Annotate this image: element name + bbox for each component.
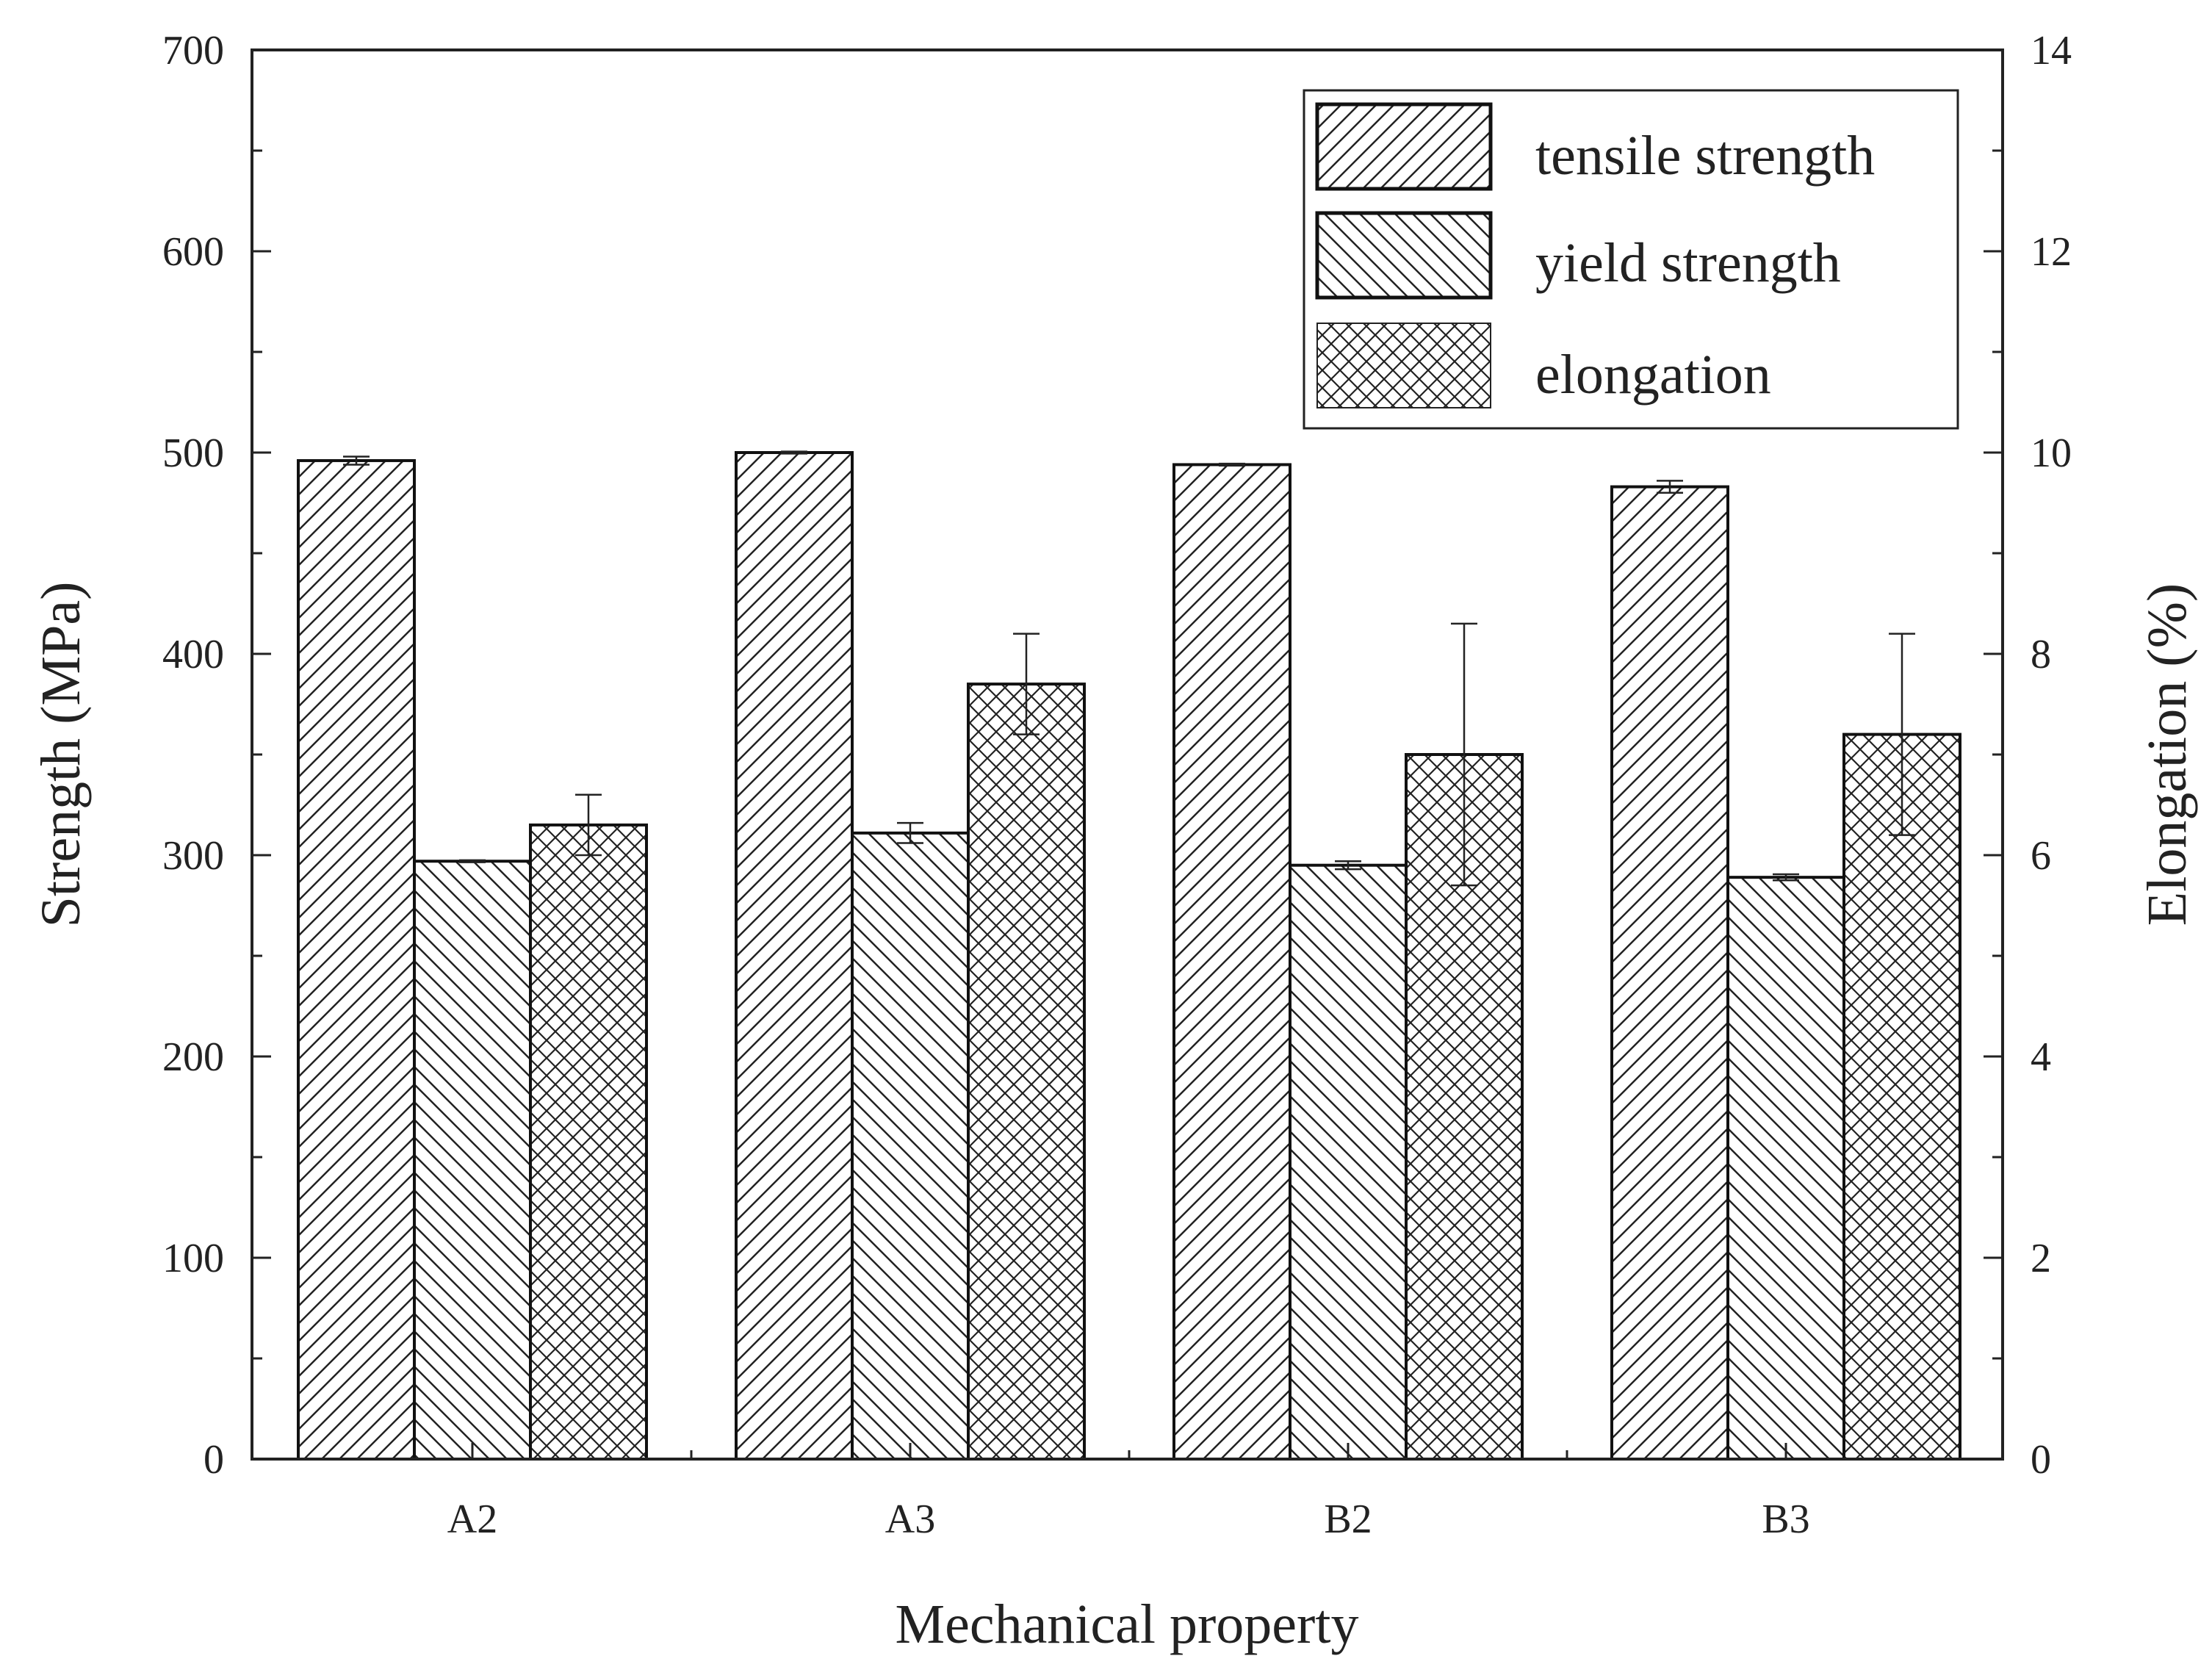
bar-yield-B3 (1726, 876, 1845, 1461)
bar-elongation-B3 (1842, 732, 1961, 1461)
y-tick-label-300: 300 (162, 833, 224, 879)
bar-elongation-A2 (529, 823, 648, 1461)
ticks-layer (252, 48, 2003, 1461)
error-bar-yield-B3 (1773, 873, 1799, 882)
y2-tick-label-2: 2 (2031, 1236, 2051, 1281)
y-axis-title: Strength (MPa) (30, 582, 92, 928)
y2-axis-title: Elongation (%) (2136, 583, 2198, 926)
bar-elongation-A3 (967, 683, 1086, 1461)
y2-tick-label-12: 12 (2031, 229, 2072, 275)
y-tick-label-100: 100 (162, 1236, 224, 1281)
legend-swatch-yield (1315, 211, 1493, 300)
legend-label-yield: yield strength (1535, 232, 1841, 294)
y-tick-label-500: 500 (162, 431, 224, 476)
legend-label-tensile: tensile strength (1535, 125, 1875, 187)
error-bars-layer (343, 450, 1915, 887)
bar-yield-B2 (1289, 863, 1408, 1461)
y2-tick-label-14: 14 (2031, 28, 2072, 73)
x-tick-label-B3: B3 (1762, 1497, 1809, 1542)
bar-tensile-A2 (297, 458, 416, 1461)
bar-tensile-A3 (735, 451, 854, 1461)
x-tick-label-A3: A3 (885, 1497, 935, 1542)
bar-yield-A2 (413, 860, 532, 1461)
error-bar-elongation-B2 (1451, 622, 1477, 887)
y-tick-label-700: 700 (162, 28, 224, 73)
error-bar-yield-A3 (897, 821, 923, 844)
error-bar-elongation-A3 (1013, 633, 1040, 735)
x-tick-label-B2: B2 (1324, 1497, 1372, 1542)
tick-labels-layer: A2 A3 B2 B3 0 100 200 300 400 500 600 700 0 2 4 6 8 10 12 1… (162, 28, 2072, 1542)
y-tick-label-400: 400 (162, 632, 224, 677)
y2-tick-label-4: 4 (2031, 1034, 2051, 1080)
y2-tick-label-8: 8 (2031, 632, 2051, 677)
error-bar-yield-A2 (459, 859, 486, 863)
y2-tick-label-10: 10 (2031, 431, 2072, 476)
legend-label-elongation: elongation (1535, 344, 1771, 406)
error-bar-tensile-B3 (1657, 480, 1683, 494)
error-bar-tensile-A2 (343, 455, 370, 466)
legend-swatch-tensile (1315, 102, 1493, 191)
x-axis-title: Mechanical property (896, 1594, 1359, 1655)
error-bar-tensile-B2 (1219, 462, 1245, 467)
y-tick-label-200: 200 (162, 1034, 224, 1080)
legend-swatch-elongation (1316, 323, 1491, 408)
error-bar-yield-B2 (1335, 860, 1361, 871)
error-bar-tensile-A3 (781, 450, 807, 455)
bars-layer (297, 451, 1961, 1461)
y-tick-label-600: 600 (162, 229, 224, 275)
legend: tensile strength yield strength elongati… (1303, 89, 1959, 430)
y2-tick-label-0: 0 (2031, 1437, 2051, 1483)
error-bar-elongation-A2 (575, 793, 602, 857)
x-tick-label-A2: A2 (447, 1497, 497, 1542)
bar-yield-A3 (851, 831, 970, 1461)
y-tick-label-0: 0 (203, 1437, 224, 1483)
bar-tensile-B2 (1172, 463, 1291, 1461)
y2-tick-label-6: 6 (2031, 833, 2051, 879)
error-bar-elongation-B3 (1889, 633, 1915, 836)
bar-tensile-B3 (1610, 485, 1729, 1461)
